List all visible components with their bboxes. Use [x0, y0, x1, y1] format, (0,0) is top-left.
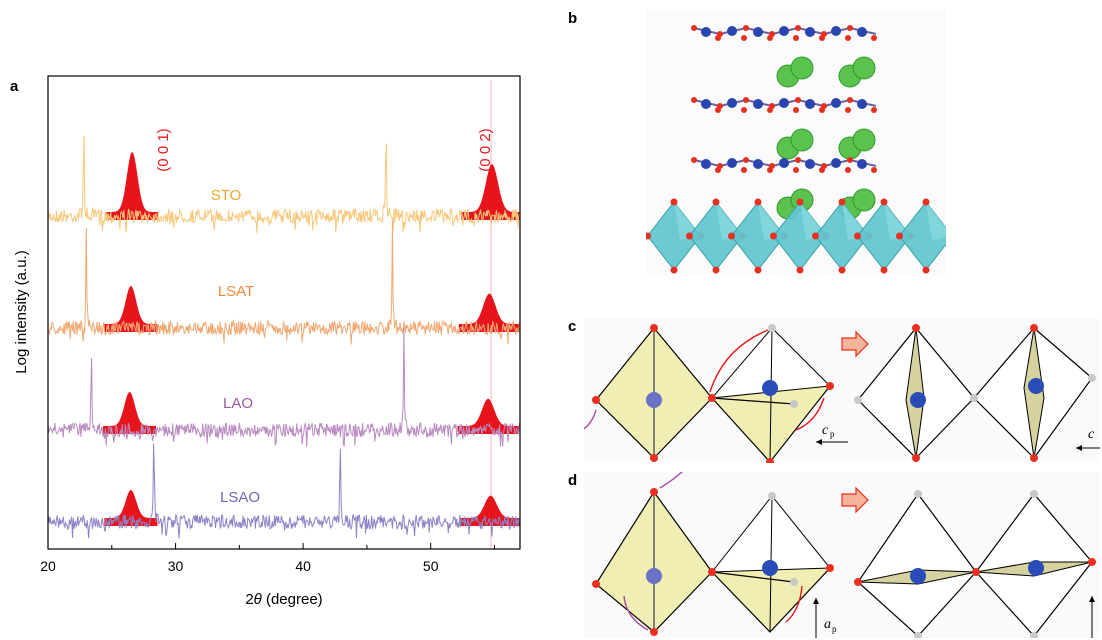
strontium-atom	[852, 128, 876, 152]
film-peak-lsat-002	[458, 293, 520, 332]
panel-label-a: a	[10, 78, 19, 95]
film-peak-sto-001	[105, 152, 159, 220]
series-trace-sto	[48, 135, 520, 233]
axis-indicator-c: c p c	[816, 423, 1100, 451]
svg-text:c: c	[822, 423, 829, 438]
series-label-sto: STO	[211, 187, 242, 204]
x-tick-label-20: 20	[40, 558, 56, 574]
svg-text:a: a	[824, 617, 831, 632]
strontium-atom	[790, 128, 814, 152]
xrd-chart: 20 30 40 50 2θ (degree) Log intensity (a.u.…	[13, 75, 521, 608]
axis-indicator-d: a p	[813, 596, 1095, 638]
transition-arrow-c	[841, 330, 869, 358]
panel-label-d: d	[568, 472, 578, 489]
series-label-lsat: LSAT	[218, 283, 254, 300]
strontium-atom	[852, 188, 876, 212]
octahedron-pair-left-d	[592, 472, 834, 636]
film-peak-lsao-002	[460, 495, 520, 526]
copper-oxide-plane	[691, 25, 877, 41]
peak-label-001: (0 0 1)	[155, 128, 172, 171]
y-axis-label: Log intensity (a.u.)	[13, 250, 30, 373]
plot-area	[48, 80, 520, 548]
octahedron-pair-right-d	[854, 490, 1096, 638]
film-peak-lao-002	[457, 398, 519, 434]
copper-oxide-plane	[691, 97, 877, 113]
x-tick-label-40: 40	[295, 558, 311, 574]
series-trace-lao	[48, 327, 520, 447]
strontium-atom	[852, 56, 876, 80]
film-peak-lao-001	[103, 392, 157, 434]
octahedron-pair-left	[584, 324, 834, 463]
series-label-lao: LAO	[223, 395, 253, 412]
svg-text:c: c	[1088, 427, 1095, 442]
x-tick-label-50: 50	[423, 558, 439, 574]
copper-oxide-plane	[691, 157, 877, 173]
strontium-atom	[790, 56, 814, 80]
svg-text:p: p	[832, 624, 837, 634]
film-peak-sto-002	[461, 164, 520, 220]
plot-frame	[47, 75, 521, 550]
series-trace-lsao	[48, 443, 520, 539]
panel-label-c: c	[568, 318, 577, 335]
octahedra-rotation-c-figure: c p c	[584, 318, 1100, 463]
series-label-lsao: LSAO	[220, 489, 260, 506]
svg-text:p: p	[830, 429, 835, 439]
film-peak-lsat-001	[104, 286, 158, 332]
peak-label-002: (0 0 2)	[477, 128, 494, 171]
octahedron-pair-right	[854, 324, 1096, 462]
panel-label-b: b	[568, 10, 578, 27]
octahedra-rotation-d-figure: a p	[584, 472, 1100, 638]
x-tick-label-30: 30	[168, 558, 184, 574]
transition-arrow-d	[841, 486, 869, 514]
x-axis-label: 2θ (degree)	[245, 591, 322, 608]
series-trace-lsat	[48, 221, 520, 345]
crystal-structure-figure	[646, 10, 946, 275]
